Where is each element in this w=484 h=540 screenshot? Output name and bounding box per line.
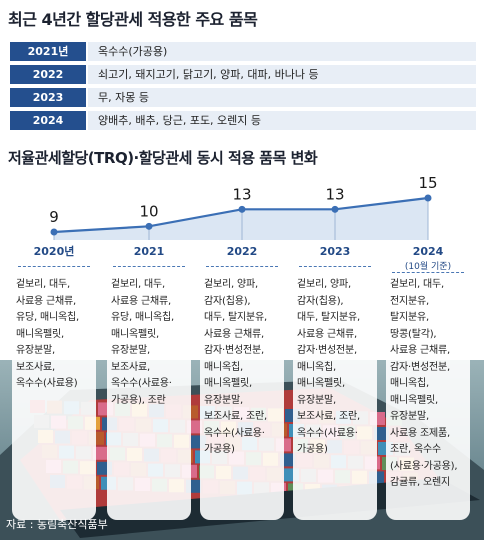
column-item: 매니옥펠릿,	[390, 394, 438, 406]
column-divider	[113, 266, 185, 267]
column-year: 2023	[319, 245, 351, 258]
chart-point	[424, 194, 432, 202]
column-item: 사료용 근채류,	[111, 295, 171, 307]
chart-title: 저율관세할당(TRQ)·할당관세 동시 적용 품목 변화	[8, 149, 318, 167]
column-item: 대두, 탈지분유,	[297, 312, 360, 323]
column-item: 유장분말,	[390, 411, 429, 422]
column-item: 옥수수(사료용·	[204, 427, 265, 439]
column-item: 감자(칩용),	[297, 295, 344, 307]
column-item: 매니옥펠릿,	[111, 328, 159, 340]
column-item: 사료용 근채류,	[16, 295, 76, 307]
column-divider	[206, 266, 278, 267]
table-year: 2023	[10, 88, 86, 107]
column-year: 2022	[226, 245, 258, 258]
column-item: 매니옥칩,	[390, 378, 429, 389]
column-item: 겉보리, 대두,	[16, 279, 70, 290]
column-item: 유장분말,	[204, 394, 243, 406]
chart-point	[238, 205, 246, 213]
table-year: 2022	[10, 65, 86, 84]
column-items: 겉보리, 양파, 감자(칩용), 대두, 탈지분유, 사료용 근채류, 감자·변성전분,…	[297, 277, 375, 459]
year-column-2021: 2021 겉보리, 대두, 사료용 근채류, 유당, 매니옥칩, 매니옥펠릿, 유장분말…	[107, 230, 191, 520]
column-item: 사료용 조제품,	[390, 427, 450, 439]
table-items: 양배추, 배추, 당근, 포도, 오렌지 등	[88, 111, 476, 130]
table-items: 옥수수(가공용)	[88, 42, 476, 61]
chart-value-label: 10	[139, 202, 158, 220]
column-item: 옥수수(사료용)	[16, 378, 78, 389]
table-year: 2021년	[10, 42, 86, 61]
column-item: 매니옥칩,	[297, 361, 336, 373]
column-item: 보조사료,	[16, 361, 55, 373]
year-column-2024: 2024 (10월 기준) 겉보리, 대두, 전지분유, 탈지분유, 땅콩(탈각), 사…	[386, 230, 470, 520]
column-item: 유장분말,	[111, 345, 150, 356]
column-divider	[392, 272, 464, 273]
column-item: 대두, 탈지분유,	[204, 312, 267, 323]
column-year: 2024	[412, 245, 444, 258]
column-item: 사료용 근채류,	[390, 345, 450, 356]
column-item: 감귤류, 오렌지	[390, 477, 450, 488]
column-items: 겉보리, 대두, 사료용 근채류, 유당, 매니옥칩, 매니옥펠릿, 유장분말, 보조사료…	[111, 277, 189, 409]
table-items: 쇠고기, 돼지고기, 닭고기, 양파, 대파, 바나나 등	[88, 65, 476, 84]
year-column-2023: 2023 겉보리, 양파, 감자(칩용), 대두, 탈지분유, 사료용 근채류, 감자·…	[293, 230, 377, 520]
line-chart: 9 10 13 13 15	[49, 174, 438, 240]
chart-value-label: 9	[49, 208, 59, 226]
column-item: 사료용 근채류,	[204, 328, 264, 340]
column-item: 옥수수(사료용·	[111, 378, 172, 389]
column-item: 조란, 옥수수	[390, 444, 441, 455]
chart-value-label: 13	[232, 185, 251, 203]
column-item: 감자(칩용),	[204, 295, 251, 307]
column-items: 겉보리, 양파, 감자(칩용), 대두, 탈지분유, 사료용 근채류, 감자·변성전분,…	[204, 277, 282, 459]
column-item: 보조사료, 조란,	[297, 411, 360, 422]
column-item: 감자·변성전분,	[297, 345, 357, 356]
column-item: 전지분유,	[390, 295, 429, 307]
container-box	[93, 446, 108, 460]
column-item: 겉보리, 양파,	[204, 279, 258, 290]
table-row: 2022 쇠고기, 돼지고기, 닭고기, 양파, 대파, 바나나 등	[10, 65, 476, 84]
column-item: 옥수수(사료용·	[297, 427, 358, 439]
column-year-note: (10월 기준)	[404, 262, 452, 272]
column-year: 2021	[133, 245, 165, 258]
column-item: 유장분말,	[16, 345, 55, 356]
column-item: 유장분말,	[297, 394, 336, 406]
main-title: 최근 4년간 할당관세 적용한 주요 품목	[8, 10, 258, 29]
column-item: 겉보리, 대두,	[111, 279, 165, 290]
column-item: 감자·변성전분,	[390, 361, 450, 373]
column-item: 유당, 매니옥칩,	[111, 312, 174, 323]
column-item: 가공용)	[204, 444, 235, 455]
column-item: 매니옥칩,	[204, 361, 243, 373]
column-item: 매니옥펠릿,	[16, 328, 64, 340]
column-item: 매니옥펠릿,	[297, 378, 345, 389]
column-item: (사료용·가공용),	[390, 460, 458, 472]
table-items: 무, 자몽 등	[88, 88, 476, 107]
chart-value-label: 15	[418, 174, 437, 192]
source-note: 자료 : 농림축산식품부	[6, 518, 108, 531]
year-column-2020: 2020년 겉보리, 대두, 사료용 근채류, 유당, 매니옥칩, 매니옥펠릿, 유장분…	[12, 230, 96, 520]
column-item: 사료용 근채류,	[297, 328, 357, 340]
column-item: 매니옥펠릿,	[204, 378, 252, 389]
column-item: 가공용)	[297, 444, 328, 455]
container-box	[374, 427, 389, 440]
column-items: 겉보리, 대두, 전지분유, 탈지분유, 땅콩(탈각), 사료용 근채류, 감자·변성전분…	[390, 277, 468, 492]
table-row: 2023 무, 자몽 등	[10, 88, 476, 107]
column-item: 보조사료,	[111, 361, 150, 373]
column-item: 보조사료, 조란,	[204, 411, 267, 422]
column-item: 겉보리, 대두,	[390, 279, 444, 290]
table-row: 2021년 옥수수(가공용)	[10, 42, 476, 61]
column-item: 땅콩(탈각),	[390, 328, 437, 340]
column-item: 겉보리, 양파,	[297, 279, 351, 290]
column-item: 유당, 매니옥칩,	[16, 312, 79, 323]
table-row: 2024 양배추, 배추, 당근, 포도, 오렌지 등	[10, 111, 476, 130]
column-item: 감자·변성전분,	[204, 345, 264, 356]
chart-point	[50, 228, 58, 236]
chart-value-label: 13	[325, 185, 344, 203]
chart-point	[331, 205, 339, 213]
column-divider	[299, 266, 371, 267]
table-year: 2024	[10, 111, 86, 130]
column-year: 2020년	[33, 245, 75, 258]
chart-point	[145, 222, 153, 230]
column-items: 겉보리, 대두, 사료용 근채류, 유당, 매니옥칩, 매니옥펠릿, 유장분말, 보조사료…	[16, 277, 94, 393]
year-column-2022: 2022 겉보리, 양파, 감자(칩용), 대두, 탈지분유, 사료용 근채류, 감자·…	[200, 230, 284, 520]
column-item: 가공용), 조란	[111, 394, 166, 406]
column-divider	[18, 266, 90, 267]
column-item: 탈지분유,	[390, 312, 429, 323]
